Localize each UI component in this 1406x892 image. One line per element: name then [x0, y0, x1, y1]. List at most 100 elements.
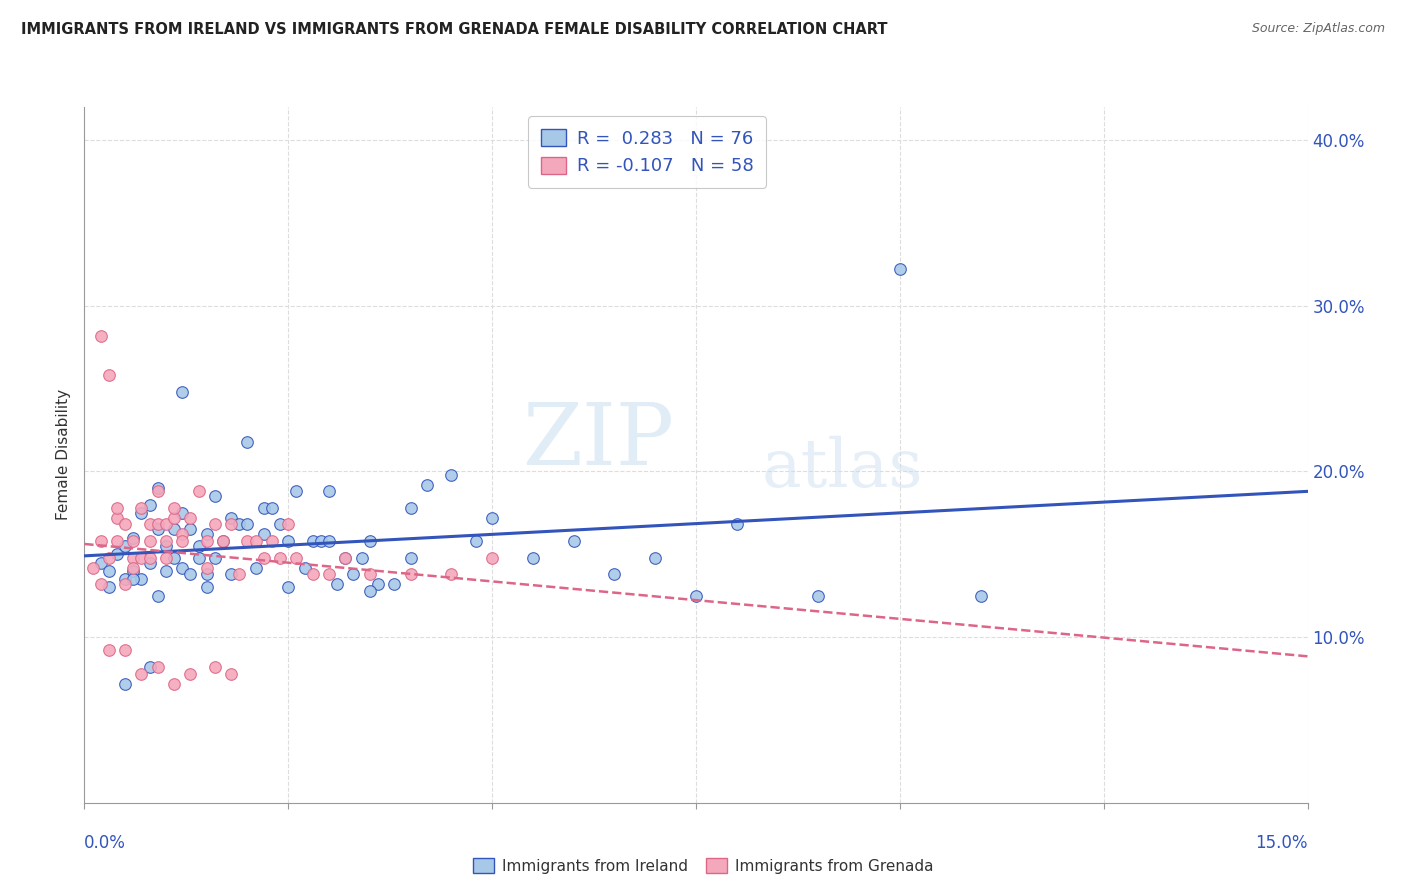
Point	[228, 567, 250, 582]
Point	[163, 511, 186, 525]
Point	[155, 550, 177, 565]
Point	[562, 534, 585, 549]
Point	[269, 517, 291, 532]
Point	[195, 527, 218, 541]
Legend: Immigrants from Ireland, Immigrants from Grenada: Immigrants from Ireland, Immigrants from…	[467, 852, 939, 880]
Point	[146, 517, 169, 532]
Point	[685, 589, 707, 603]
Y-axis label: Female Disability: Female Disability	[56, 389, 72, 521]
Point	[807, 589, 830, 603]
Point	[228, 517, 250, 532]
Point	[195, 534, 218, 549]
Point	[122, 550, 145, 565]
Point	[179, 523, 201, 537]
Point	[131, 500, 153, 515]
Point	[367, 577, 389, 591]
Point	[416, 477, 439, 491]
Point	[155, 564, 177, 578]
Point	[97, 550, 120, 565]
Point	[277, 534, 299, 549]
Point	[172, 560, 194, 574]
Point	[146, 481, 169, 495]
Point	[146, 484, 169, 499]
Point	[260, 534, 283, 549]
Point	[318, 534, 340, 549]
Point	[114, 572, 136, 586]
Point	[138, 660, 160, 674]
Point	[253, 500, 276, 515]
Point	[163, 676, 186, 690]
Point	[219, 666, 242, 681]
Point	[440, 567, 463, 582]
Point	[82, 560, 104, 574]
Point	[399, 567, 422, 582]
Point	[335, 550, 357, 565]
Point	[97, 643, 120, 657]
Point	[163, 550, 186, 565]
Point	[131, 572, 153, 586]
Point	[138, 534, 160, 549]
Point	[146, 660, 169, 674]
Point	[204, 550, 226, 565]
Point	[382, 577, 405, 591]
Point	[122, 531, 145, 545]
Point	[236, 434, 259, 449]
Point	[522, 550, 544, 565]
Point	[138, 556, 160, 570]
Point	[90, 534, 112, 549]
Point	[236, 534, 259, 549]
Point	[204, 517, 226, 532]
Point	[309, 534, 332, 549]
Point	[603, 567, 626, 582]
Point	[131, 666, 153, 681]
Point	[146, 523, 169, 537]
Point	[253, 527, 276, 541]
Text: 15.0%: 15.0%	[1256, 834, 1308, 852]
Text: Source: ZipAtlas.com: Source: ZipAtlas.com	[1251, 22, 1385, 36]
Point	[725, 517, 748, 532]
Point	[138, 517, 160, 532]
Point	[138, 550, 160, 565]
Point	[187, 550, 209, 565]
Point	[105, 534, 128, 549]
Point	[253, 550, 276, 565]
Point	[219, 567, 242, 582]
Point	[90, 577, 112, 591]
Point	[245, 560, 267, 574]
Point	[399, 500, 422, 515]
Point	[970, 589, 993, 603]
Point	[122, 572, 145, 586]
Point	[114, 676, 136, 690]
Text: 0.0%: 0.0%	[84, 834, 127, 852]
Point	[122, 560, 145, 574]
Point	[163, 500, 186, 515]
Point	[131, 550, 153, 565]
Text: atlas: atlas	[762, 436, 924, 501]
Text: IMMIGRANTS FROM IRELAND VS IMMIGRANTS FROM GRENADA FEMALE DISABILITY CORRELATION: IMMIGRANTS FROM IRELAND VS IMMIGRANTS FR…	[21, 22, 887, 37]
Point	[114, 577, 136, 591]
Point	[172, 506, 194, 520]
Point	[105, 511, 128, 525]
Point	[155, 534, 177, 549]
Point	[155, 517, 177, 532]
Point	[97, 368, 120, 383]
Point	[359, 567, 381, 582]
Text: ZIP: ZIP	[522, 400, 673, 483]
Point	[204, 489, 226, 503]
Point	[163, 523, 186, 537]
Point	[105, 547, 128, 561]
Point	[245, 534, 267, 549]
Point	[195, 567, 218, 582]
Legend: R =  0.283   N = 76, R = -0.107   N = 58: R = 0.283 N = 76, R = -0.107 N = 58	[529, 116, 766, 188]
Point	[155, 539, 177, 553]
Point	[285, 484, 308, 499]
Point	[359, 534, 381, 549]
Point	[114, 643, 136, 657]
Point	[219, 511, 242, 525]
Point	[90, 556, 112, 570]
Point	[464, 534, 486, 549]
Point	[481, 550, 503, 565]
Point	[212, 534, 235, 549]
Point	[318, 484, 340, 499]
Point	[179, 567, 201, 582]
